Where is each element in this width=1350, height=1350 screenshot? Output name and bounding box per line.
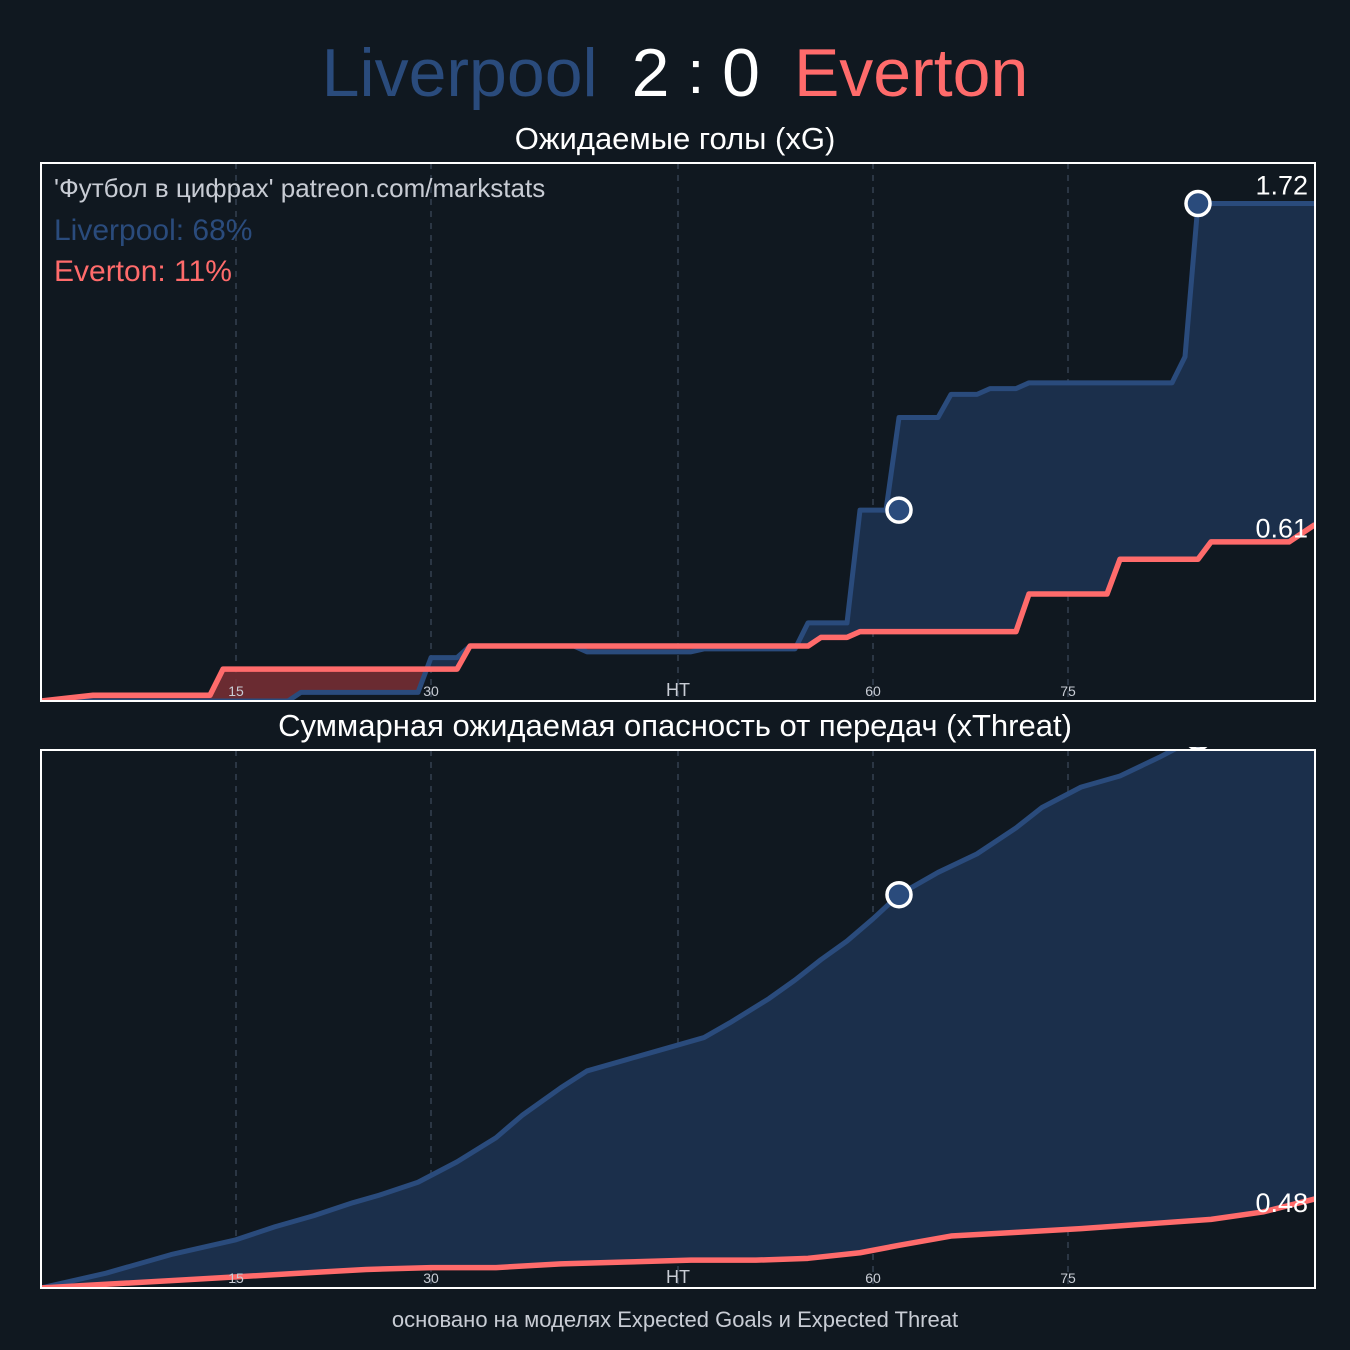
goal-marker bbox=[885, 880, 913, 909]
goal-marker bbox=[885, 496, 913, 524]
x-tick-label: 15 bbox=[228, 683, 244, 699]
home-score: 2 bbox=[631, 35, 670, 111]
watermark-text: 'Футбол в цифрах' patreon.com/markstats bbox=[54, 173, 545, 203]
home-series-line bbox=[41, 750, 1179, 1288]
score-separator: : bbox=[687, 39, 705, 106]
away-final-value-label: 0.61 bbox=[1255, 514, 1308, 544]
away-team-name: Everton bbox=[793, 35, 1029, 111]
home-series-line bbox=[41, 200, 1315, 701]
legend-item-home: Liverpool: 68% bbox=[54, 214, 252, 247]
home-team-name: Liverpool bbox=[321, 35, 598, 111]
x-tick-label: 15 bbox=[228, 1270, 244, 1286]
plot-area bbox=[41, 750, 1315, 1288]
xg-chart: 15 30 HT 60 75 1.72 0.61 'Футбол в цифрах' patr… bbox=[40, 162, 1316, 702]
home-advantage-area bbox=[41, 203, 1315, 701]
x-tick-label: HT bbox=[666, 680, 690, 700]
away-series-line bbox=[41, 1196, 1315, 1288]
x-tick-label: HT bbox=[666, 1267, 690, 1287]
xg-chart-title: Ожидаемые голы (xG) bbox=[514, 121, 836, 156]
match-header: Liverpool 2 : 0 Everton bbox=[0, 28, 1350, 118]
x-tick-label: 60 bbox=[865, 683, 881, 699]
legend-item-away: Everton: 11% bbox=[54, 255, 232, 288]
goal-marker bbox=[1188, 747, 1208, 751]
goal-marker bbox=[1184, 189, 1212, 218]
chart-frame bbox=[40, 749, 1316, 1289]
xthreat-chart: 1530HT60752.630.48 bbox=[40, 747, 1316, 1289]
away-advantage-area bbox=[43, 643, 798, 701]
x-tick-label: 75 bbox=[1060, 683, 1076, 699]
xthreat-chart-title: Суммарная ожидаемая опасность от передач… bbox=[278, 708, 1072, 743]
chart-frame bbox=[40, 162, 1316, 702]
plot-area bbox=[41, 200, 1315, 701]
away-series-line bbox=[41, 522, 1315, 701]
x-tick-label: 75 bbox=[1060, 1270, 1076, 1286]
home-final-value-label: 1.72 bbox=[1255, 170, 1308, 200]
x-tick-label: 60 bbox=[865, 1270, 881, 1286]
away-score: 0 bbox=[722, 35, 760, 111]
x-tick-label: 30 bbox=[423, 1270, 439, 1286]
footer-note: основано на моделях Expected Goals и Exp… bbox=[391, 1307, 959, 1332]
x-tick-label: 30 bbox=[423, 683, 439, 699]
home-advantage-area bbox=[41, 750, 1315, 1288]
away-final-value-label: 0.48 bbox=[1255, 1188, 1308, 1218]
